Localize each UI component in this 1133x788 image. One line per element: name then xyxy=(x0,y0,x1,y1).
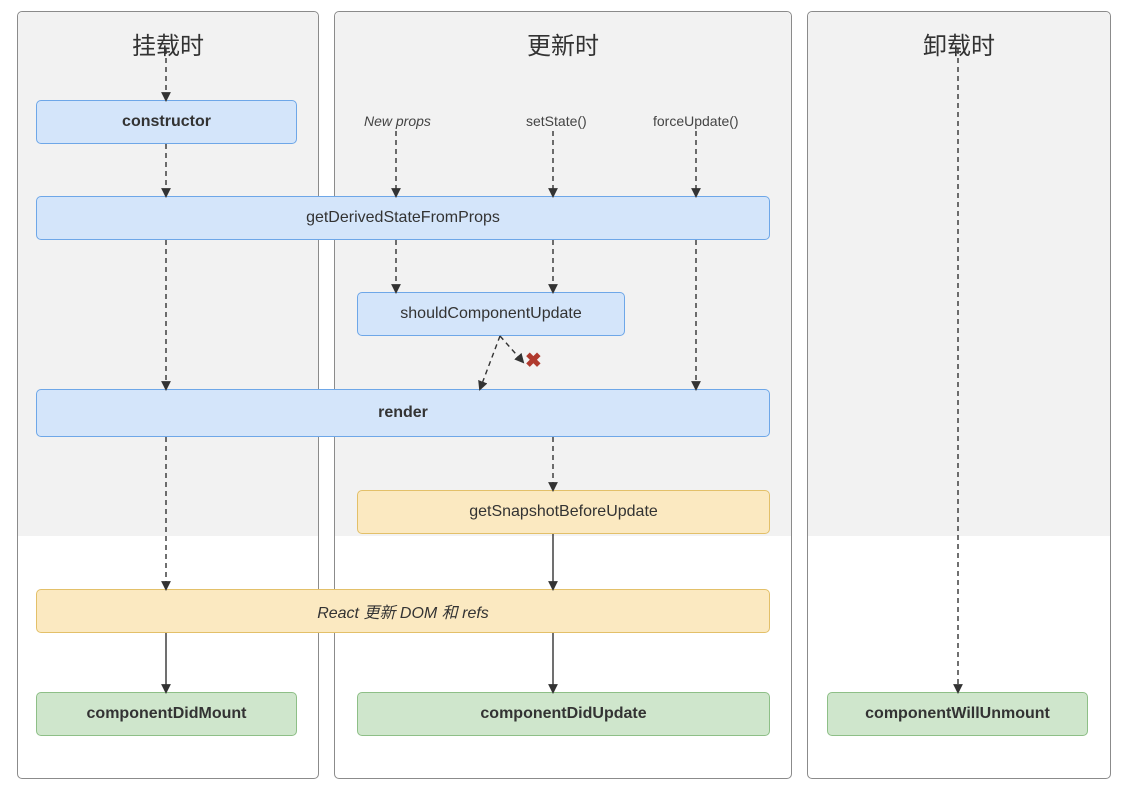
panel-unmount-gray xyxy=(808,12,1110,536)
panel-update-title: 更新时 xyxy=(335,26,791,61)
panel-unmount-title: 卸载时 xyxy=(808,26,1110,61)
node-componentDidMount: componentDidMount xyxy=(36,692,297,736)
trigger-forceupdate: forceUpdate() xyxy=(653,113,739,129)
node-constructor: constructor xyxy=(36,100,297,144)
node-react-update-dom: React 更新 DOM 和 refs xyxy=(36,589,770,633)
node-componentWillUnmount: componentWillUnmount xyxy=(827,692,1088,736)
cross-icon: ✖ xyxy=(525,351,542,371)
lifecycle-diagram: 挂载时 更新时 卸载时 New props setState() forceUp… xyxy=(0,0,1133,788)
panel-update-gray xyxy=(335,12,791,536)
node-getDerivedStateFromProps: getDerivedStateFromProps xyxy=(36,196,770,240)
panel-mount-title: 挂载时 xyxy=(18,26,318,61)
trigger-new-props: New props xyxy=(364,113,431,129)
panel-mount-gray xyxy=(18,12,318,536)
trigger-setstate: setState() xyxy=(526,113,587,129)
node-shouldComponentUpdate: shouldComponentUpdate xyxy=(357,292,625,336)
node-componentDidUpdate: componentDidUpdate xyxy=(357,692,770,736)
node-render: render xyxy=(36,389,770,437)
panel-unmount: 卸载时 xyxy=(807,11,1111,779)
node-getSnapshotBeforeUpdate: getSnapshotBeforeUpdate xyxy=(357,490,770,534)
